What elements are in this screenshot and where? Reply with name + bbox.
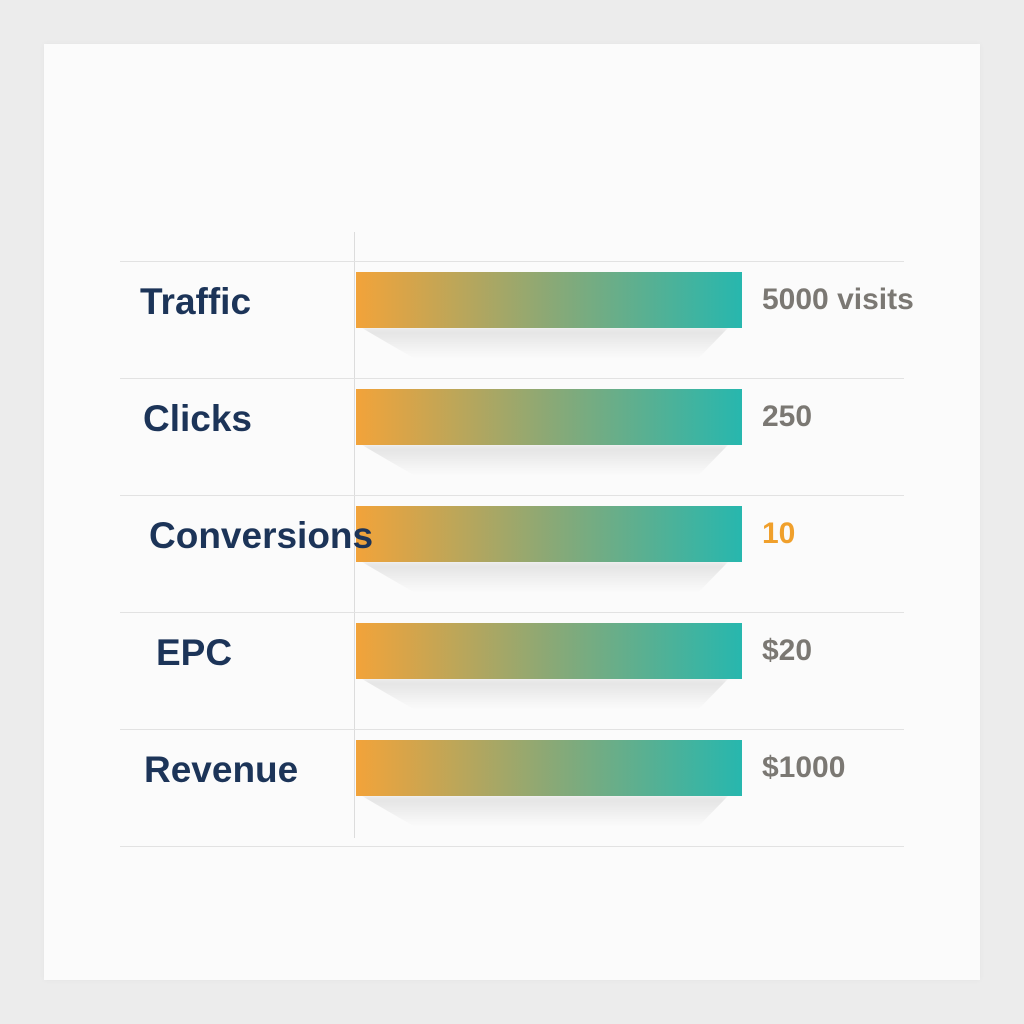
bar-clicks [356,389,742,445]
row-divider [120,729,904,730]
row-divider [120,261,904,262]
row-divider [120,378,904,379]
bar-shadow-epc [362,679,728,709]
bar-shadow-revenue [362,796,728,826]
bar-traffic [356,272,742,328]
category-label-epc: EPC [156,632,233,673]
category-label-conversions: Conversions [149,515,374,556]
chart-axis-line [354,232,355,838]
row-divider [120,846,904,847]
value-label-clicks: 250 [762,400,813,433]
category-label-traffic: Traffic [140,281,252,322]
bar-conversions [356,506,742,562]
value-label-epc: $20 [762,634,813,667]
bar-shadow-traffic [362,328,728,358]
row-divider [120,495,904,496]
bar-epc [356,623,742,679]
value-label-conversions: 10 [762,517,796,550]
bar-revenue [356,740,742,796]
value-label-revenue: $1000 [762,751,846,784]
value-label-traffic: 5000 visits [762,283,914,316]
bar-shadow-clicks [362,445,728,475]
category-label-revenue: Revenue [144,749,299,790]
row-divider [120,612,904,613]
category-label-clicks: Clicks [143,398,253,439]
bar-shadow-conversions [362,562,728,592]
